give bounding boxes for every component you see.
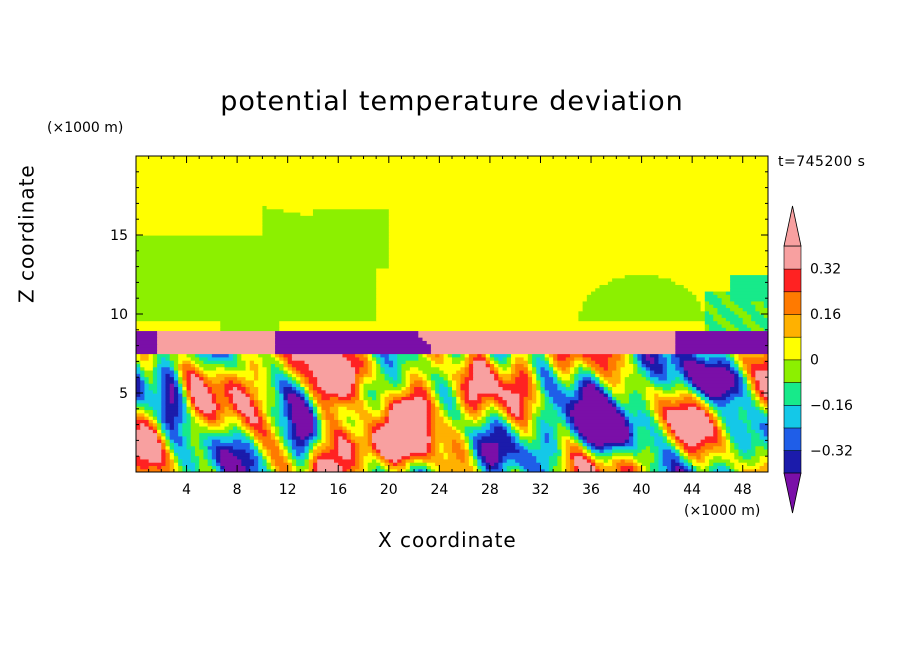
colorbar-bin [783,291,802,315]
colorbar-under-triangle [783,472,802,514]
x-axis-label: X coordinate [378,528,517,552]
colorbar-tick-label: −0.16 [810,398,853,414]
x-tick-label: 44 [683,482,701,498]
x-tick-label: 32 [532,482,550,498]
time-label: t=745200 s [778,154,866,170]
x-tick-label: 40 [633,482,651,498]
x-tick-label: 20 [380,482,398,498]
field-raster [136,156,768,472]
chart-title: potential temperature deviation [220,86,684,117]
y-tick-label: 5 [119,386,128,402]
colorbar-bin [783,313,802,338]
colorbar-bin [783,404,802,429]
x-tick-label: 24 [430,482,448,498]
x-tick-label: 12 [279,482,297,498]
colorbar-tick-label: −0.32 [810,443,853,459]
y-tick-label: 15 [110,228,128,244]
x-tick-label: 8 [233,482,242,498]
colorbar-bin [783,336,802,361]
x-tick-label: 4 [182,482,191,498]
colorbar-over-triangle [783,205,802,247]
y-tick-label: 10 [110,307,128,323]
colorbar-bin [783,245,802,270]
colorbar-bin [783,449,802,474]
colorbar-bin [783,427,802,452]
x-tick-label: 36 [582,482,600,498]
colorbar-tick-label: 0.16 [810,307,841,323]
x-tick-label: 16 [329,482,347,498]
x-tick-label: 48 [734,482,752,498]
colorbar-bin [783,359,802,383]
x-tick-label: 28 [481,482,499,498]
colorbar-bin [783,381,802,406]
x-axis-unit: (×1000 m) [684,503,761,519]
y-axis-unit: (×1000 m) [47,120,124,136]
colorbar-tick-label: 0.32 [810,262,841,278]
y-axis-label: Z coordinate [14,164,39,303]
colorbar-tick-label: 0 [810,353,819,369]
colorbar-bin [783,268,802,293]
